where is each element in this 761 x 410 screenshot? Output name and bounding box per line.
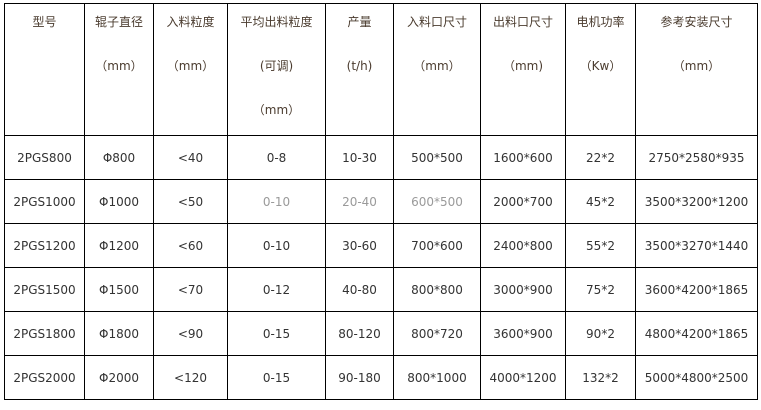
cell-output-size: 0-10 <box>227 223 326 268</box>
cell-roller-diameter: Φ1000 <box>84 179 154 224</box>
cell-inlet-size: 800*800 <box>393 267 481 312</box>
cell-output-size: 0-8 <box>227 135 326 180</box>
header-line: （mm） <box>672 59 721 73</box>
cell-install-size: 2750*2580*935 <box>635 135 758 180</box>
header-install-size: 参考安装尺寸 （mm） <box>635 3 758 136</box>
cell-model: 2PGS1000 <box>4 179 85 224</box>
cell-capacity: 90-180 <box>325 355 394 400</box>
table-row: 2PGS800 Φ800 <40 0-8 10-30 500*500 1600*600 22*… <box>4 135 758 180</box>
header-line: （mm) <box>502 59 544 73</box>
cell-capacity: 40-80 <box>325 267 394 312</box>
cell-model: 2PGS800 <box>4 135 85 180</box>
cell-feed-size: <60 <box>153 223 228 268</box>
cell-inlet-size: 700*600 <box>393 223 481 268</box>
header-line: (可调) <box>259 59 294 73</box>
cell-install-size: 3600*4200*1865 <box>635 267 758 312</box>
header-line: 入料口尺寸 <box>406 15 467 29</box>
cell-capacity: 30-60 <box>325 223 394 268</box>
cell-roller-diameter: Φ1800 <box>84 311 154 356</box>
header-outlet-size: 出料口尺寸 （mm) <box>480 3 566 136</box>
header-model: 型号 <box>4 3 85 136</box>
cell-inlet-size: 500*500 <box>393 135 481 180</box>
cell-install-size: 3500*3270*1440 <box>635 223 758 268</box>
cell-motor-power: 55*2 <box>565 223 636 268</box>
header-line: （mm） <box>252 103 301 117</box>
header-feed-size: 入料粒度 （mm） <box>153 3 228 136</box>
cell-outlet-size: 3000*900 <box>480 267 566 312</box>
header-line: 参考安装尺寸 <box>660 15 733 29</box>
header-line: 产量 <box>347 15 372 29</box>
cell-motor-power: 90*2 <box>565 311 636 356</box>
cell-outlet-size: 2400*800 <box>480 223 566 268</box>
header-line: （mm） <box>95 59 143 73</box>
cell-outlet-size: 2000*700 <box>480 179 566 224</box>
cell-inlet-size: 800*720 <box>393 311 481 356</box>
header-line: 辊子直径 <box>94 15 143 29</box>
header-line: 入料粒度 <box>166 15 215 29</box>
cell-motor-power: 45*2 <box>565 179 636 224</box>
cell-output-size: 0-15 <box>227 311 326 356</box>
header-line: （mm） <box>413 59 461 73</box>
cell-motor-power: 22*2 <box>565 135 636 180</box>
header-line: （mm） <box>166 59 215 73</box>
cell-feed-size: <120 <box>153 355 228 400</box>
cell-motor-power: 75*2 <box>565 267 636 312</box>
cell-model: 2PGS1500 <box>4 267 85 312</box>
cell-roller-diameter: Φ800 <box>84 135 154 180</box>
cell-output-size: 0-15 <box>227 355 326 400</box>
cell-capacity: 10-30 <box>325 135 394 180</box>
cell-install-size: 4800*4200*1865 <box>635 311 758 356</box>
cell-model: 2PGS1200 <box>4 223 85 268</box>
header-line: 型号 <box>32 15 57 29</box>
cell-feed-size: <70 <box>153 267 228 312</box>
header-inlet-size: 入料口尺寸 （mm） <box>393 3 481 136</box>
cell-capacity: 80-120 <box>325 311 394 356</box>
header-line: （Kw） <box>579 59 622 73</box>
header-output-size: 平均出料粒度 (可调) （mm） <box>227 3 326 136</box>
header-capacity: 产量 (t/h) <box>325 3 394 136</box>
header-line: 平均出料粒度 <box>240 15 313 29</box>
table-row: 2PGS1000 Φ1000 <50 0-10 20-40 600*500 2000*700… <box>4 179 758 224</box>
header-motor-power: 电机功率 （Kw） <box>565 3 636 136</box>
cell-outlet-size: 4000*1200 <box>480 355 566 400</box>
table-row: 2PGS1200 Φ1200 <60 0-10 30-60 700*600 2400*800… <box>4 223 758 268</box>
cell-roller-diameter: Φ2000 <box>84 355 154 400</box>
cell-feed-size: <90 <box>153 311 228 356</box>
cell-feed-size: <40 <box>153 135 228 180</box>
table-body: 2PGS800 Φ800 <40 0-8 10-30 500*500 1600*600 22*… <box>4 135 758 400</box>
spec-table: 型号 辊子直径 （mm） 入料粒度 （mm） 平均出料粒度 (可调) （mm） 产量 (t/h) 入… <box>4 3 758 400</box>
header-roller-diameter: 辊子直径 （mm） <box>84 3 154 136</box>
cell-roller-diameter: Φ1200 <box>84 223 154 268</box>
table-row: 2PGS1500 Φ1500 <70 0-12 40-80 800*800 3000*900… <box>4 267 758 312</box>
header-line: 电机功率 <box>576 15 625 29</box>
cell-model: 2PGS2000 <box>4 355 85 400</box>
cell-outlet-size: 3600*900 <box>480 311 566 356</box>
cell-install-size: 5000*4800*2500 <box>635 355 758 400</box>
header-line: 出料口尺寸 <box>492 15 553 29</box>
cell-motor-power: 132*2 <box>565 355 636 400</box>
cell-outlet-size: 1600*600 <box>480 135 566 180</box>
cell-inlet-size: 800*1000 <box>393 355 481 400</box>
table-row: 2PGS1800 Φ1800 <90 0-15 80-120 800*720 3600*90… <box>4 311 758 356</box>
cell-roller-diameter: Φ1500 <box>84 267 154 312</box>
header-line: (t/h) <box>346 59 373 73</box>
cell-install-size: 3500*3200*1200 <box>635 179 758 224</box>
table-header: 型号 辊子直径 （mm） 入料粒度 （mm） 平均出料粒度 (可调) （mm） 产量 (t/h) 入… <box>4 3 758 136</box>
cell-feed-size: <50 <box>153 179 228 224</box>
cell-model: 2PGS1800 <box>4 311 85 356</box>
cell-output-size: 0-12 <box>227 267 326 312</box>
table-row: 2PGS2000 Φ2000 <120 0-15 90-180 800*1000 4000*… <box>4 355 758 400</box>
cell-output-size: 0-10 <box>227 179 326 224</box>
cell-capacity: 20-40 <box>325 179 394 224</box>
cell-inlet-size: 600*500 <box>393 179 481 224</box>
